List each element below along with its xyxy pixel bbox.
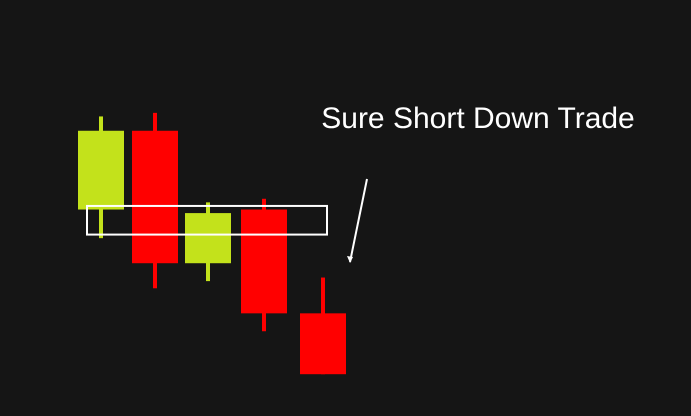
- candle-body: [132, 130, 178, 264]
- annotation-label: Sure Short Down Trade: [321, 102, 635, 135]
- candle-body: [78, 130, 124, 210]
- candle-2: [132, 112, 178, 289]
- annotation-arrowhead: [347, 256, 353, 263]
- overlay-layer: [86, 178, 368, 263]
- highlight-zone: [86, 204, 328, 236]
- candle-1: [78, 116, 124, 239]
- candle-body: [300, 313, 346, 375]
- annotation-arrow: [349, 178, 368, 263]
- candle-5: [300, 277, 346, 375]
- candle-4: [241, 198, 287, 332]
- candles-layer: [78, 112, 346, 375]
- candle-body: [241, 209, 287, 314]
- candle-body: [185, 213, 231, 264]
- candle-3: [185, 202, 231, 282]
